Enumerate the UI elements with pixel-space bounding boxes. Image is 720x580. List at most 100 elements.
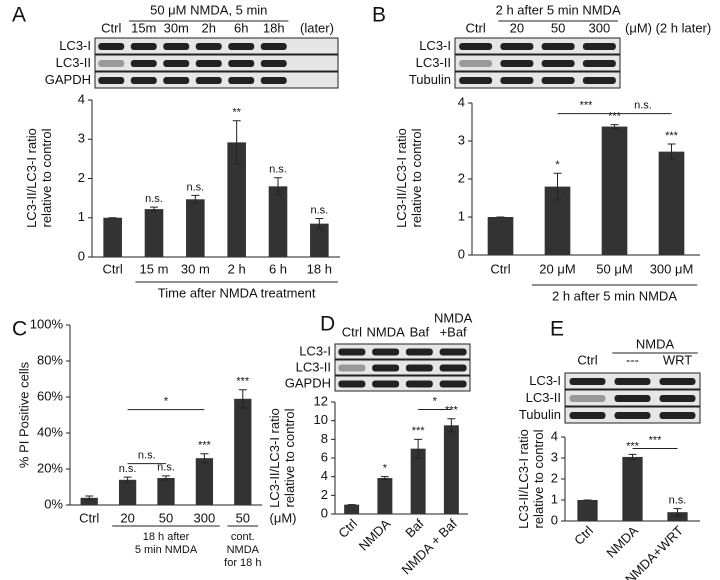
band-label: GAPDH: [285, 375, 331, 390]
blot-strip: [334, 359, 471, 376]
bar: [377, 478, 393, 514]
lane-label: 2h: [202, 20, 216, 35]
y-tick-label: 12: [314, 393, 328, 408]
band: [405, 348, 433, 356]
band: [541, 60, 575, 67]
y-tick-label: 8: [321, 431, 328, 446]
significance: *: [555, 159, 560, 171]
y-tick-label: 4: [78, 91, 85, 106]
band: [338, 348, 366, 356]
band: [130, 43, 157, 50]
y-axis-label: % PI Positive cells: [16, 361, 31, 468]
y-tick-label: 100%: [30, 316, 64, 331]
significance: ***: [198, 440, 212, 452]
significance: ***: [412, 425, 426, 437]
x-tick-label: 50: [236, 510, 250, 525]
band: [130, 60, 157, 67]
band-label: GAPDH: [45, 72, 91, 87]
band: [569, 378, 606, 385]
blot-strip: [454, 37, 621, 55]
error-bar: [123, 476, 132, 483]
y-tick-label: 0: [458, 246, 465, 261]
error-bar: [553, 172, 562, 201]
band: [459, 77, 493, 84]
x-tick-label: Ctrl: [490, 261, 510, 276]
band-label: LC3-II: [416, 55, 451, 70]
band: [500, 43, 534, 50]
band: [130, 77, 157, 84]
y-axis-label: LC3-II/LC3-I ratio: [394, 128, 409, 228]
band-label: LC3-I: [529, 373, 561, 388]
band: [195, 77, 222, 84]
significance: n.s.: [119, 463, 137, 475]
significance: ***: [236, 376, 250, 388]
band: [338, 364, 366, 372]
band: [372, 348, 400, 356]
significance: n.s.: [269, 164, 287, 176]
y-tick-label: 2: [78, 170, 85, 185]
band: [228, 60, 255, 67]
y-tick-label: 60%: [37, 388, 63, 403]
group-label: cont.: [231, 531, 255, 543]
band: [260, 77, 287, 84]
band: [228, 43, 255, 50]
band: [569, 412, 606, 419]
y-axis-label: relative to control: [409, 128, 424, 227]
bar: [103, 217, 122, 257]
significance: ***: [608, 111, 622, 123]
y-tick-label: 1: [551, 491, 558, 506]
lane-label: 20: [510, 20, 524, 35]
band: [405, 380, 433, 388]
blot-header: 2 h after 5 min NMDA: [496, 2, 621, 17]
bracket-label: ***: [580, 100, 594, 112]
bar: [310, 223, 329, 257]
lane-label: Ctrl: [101, 20, 121, 35]
band-label: LC3-I: [419, 38, 451, 53]
error-bar: [85, 495, 94, 501]
error-bar: [232, 120, 241, 165]
lane-label: Ctrl: [577, 352, 597, 367]
bracket-label: *: [433, 395, 438, 407]
bar: [234, 398, 252, 505]
lane-label: Ctrl: [342, 324, 362, 339]
bar: [80, 497, 98, 505]
x-tick-label: NMDA: [603, 523, 641, 561]
error-bar: [628, 453, 637, 460]
band: [260, 43, 287, 50]
y-tick-label: 4: [458, 94, 465, 109]
y-tick-label: 80%: [37, 352, 63, 367]
band-label: LC3-II: [296, 359, 331, 374]
error-bar: [191, 194, 200, 204]
band: [541, 43, 575, 50]
x-tick-label: Ctrl: [103, 261, 123, 276]
significance: *: [383, 463, 388, 475]
significance: n.s.: [145, 193, 163, 205]
bar: [144, 209, 164, 257]
panel-letter: A: [12, 4, 26, 27]
bar: [577, 500, 598, 521]
band-label: Tubulin: [409, 72, 451, 87]
band: [439, 348, 467, 356]
error-bar: [380, 476, 389, 480]
x-tick-label: 15 m: [140, 261, 169, 276]
band: [439, 380, 467, 388]
blot-strip: [454, 54, 621, 72]
x-tick-label: 300: [194, 510, 216, 525]
lane-label: Baf: [410, 324, 430, 339]
y-tick-label: 1: [458, 208, 465, 223]
error-bar: [200, 453, 209, 464]
lane-label: ---: [626, 352, 639, 367]
significance: ***: [445, 405, 459, 417]
y-tick-label: 3: [78, 131, 85, 146]
y-tick-label: 2: [551, 470, 558, 485]
y-axis-label: relative to control: [39, 128, 54, 227]
bar: [667, 512, 688, 521]
lane-label: +Baf: [440, 324, 467, 339]
error-bar: [667, 143, 676, 160]
panel-letter: E: [550, 318, 564, 341]
error-bar: [610, 124, 619, 129]
x-tick-label: 300 μM: [650, 261, 694, 276]
group-label: for 18 h: [224, 557, 261, 569]
significance: n.s.: [186, 181, 204, 193]
